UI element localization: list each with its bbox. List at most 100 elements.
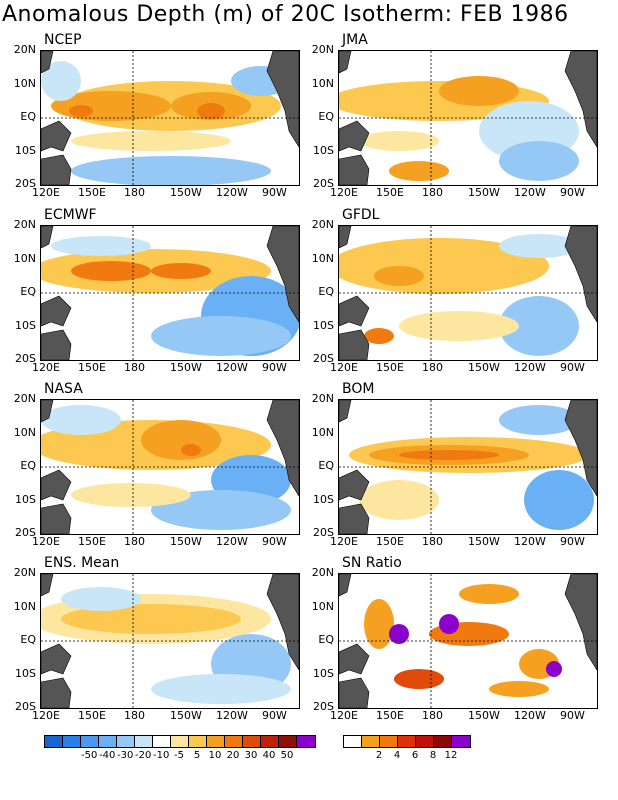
land-asia (41, 400, 54, 423)
map-panel-bom (338, 399, 598, 535)
color-swatch (243, 736, 261, 747)
snr-label: 8 (429, 750, 437, 761)
lat-label: 20S (313, 352, 334, 365)
lat-label: EQ (20, 633, 36, 646)
map-panel-gfdl (338, 225, 598, 361)
lat-label: 20N (13, 218, 36, 231)
land-new-guinea (339, 469, 370, 501)
anomaly-swatches (44, 735, 316, 748)
lat-label: 20N (311, 392, 334, 405)
panel-title-gfdl: GFDL (342, 207, 380, 223)
lat-label: 20N (13, 43, 36, 56)
lon-label: 90W (560, 186, 585, 199)
map-panel-nasa (40, 399, 300, 535)
lon-label: 150W (170, 361, 202, 374)
land-australia (41, 329, 72, 360)
panel-title-ecmwf: ECMWF (44, 207, 97, 223)
snr-label: 12 (444, 750, 458, 761)
lon-label: 150W (170, 535, 202, 548)
lon-label: 120E (32, 535, 60, 548)
anomaly-label: 5 (193, 750, 201, 761)
lat-label: 10N (13, 425, 36, 439)
map-field (339, 51, 597, 185)
color-swatch (45, 736, 63, 747)
lon-label: 120E (32, 361, 60, 374)
color-swatch (452, 736, 470, 747)
lat-label: EQ (20, 285, 36, 298)
land-new-guinea (41, 295, 72, 327)
lon-label: 150E (376, 535, 404, 548)
lon-label: 180 (124, 535, 145, 548)
lat-label: 10S (15, 492, 36, 506)
land-americas (564, 574, 597, 671)
page-title: Anomalous Depth (m) of 20C Isotherm: FEB… (2, 2, 569, 27)
lat-label: 20S (15, 352, 36, 365)
land-new-guinea (41, 120, 72, 152)
color-swatch (261, 736, 279, 747)
land-australia (339, 503, 370, 534)
land-new-guinea (339, 643, 370, 675)
lon-label: 90W (560, 361, 585, 374)
land-new-guinea (41, 643, 72, 675)
lon-label: 180 (422, 535, 443, 548)
land-new-guinea (41, 469, 72, 501)
color-swatch (189, 736, 207, 747)
lon-label: 90W (560, 535, 585, 548)
lat-label: 20S (15, 526, 36, 539)
color-swatch (380, 736, 398, 747)
lat-label: EQ (318, 285, 334, 298)
anomaly-label: 20 (226, 750, 240, 761)
map-field (339, 574, 597, 708)
map-panel-ens-mean (40, 573, 300, 709)
lon-label: 120W (514, 535, 546, 548)
map-panel-ncep (40, 50, 300, 186)
land-new-guinea (339, 120, 370, 152)
panel-title-nasa: NASA (44, 381, 83, 397)
color-swatch (171, 736, 189, 747)
lat-label: EQ (20, 459, 36, 472)
lon-label: 120E (32, 709, 60, 722)
lat-label: 10S (313, 143, 334, 157)
anomaly-label: -5 (174, 750, 184, 761)
land-australia (41, 677, 72, 708)
lat-label: 20S (313, 526, 334, 539)
lon-label: 120E (330, 535, 358, 548)
lon-label: 120W (216, 186, 248, 199)
lon-label: 150E (376, 709, 404, 722)
lon-label: 120W (514, 186, 546, 199)
lat-label: 20S (15, 700, 36, 713)
anomaly-label: -30 (117, 750, 134, 761)
lon-label: 90W (560, 709, 585, 722)
map-panel-jma (338, 50, 598, 186)
lat-label: 10N (311, 425, 334, 439)
anomaly-label: 40 (262, 750, 276, 761)
lon-label: 150E (376, 361, 404, 374)
lat-label: 10N (13, 76, 36, 90)
anomaly-label: 10 (208, 750, 222, 761)
color-swatch (135, 736, 153, 747)
lat-label: 20N (13, 566, 36, 579)
lon-label: 180 (124, 361, 145, 374)
land-asia (41, 574, 54, 597)
map-field (41, 51, 299, 185)
lat-label: 10N (311, 76, 334, 90)
snr-label: 4 (393, 750, 401, 761)
lon-label: 120W (216, 709, 248, 722)
land-asia (41, 51, 54, 74)
color-swatch (434, 736, 452, 747)
lon-label: 150E (376, 186, 404, 199)
color-swatch (279, 736, 297, 747)
lat-label: 20S (313, 700, 334, 713)
snr-label: 6 (411, 750, 419, 761)
lat-label: 10N (13, 599, 36, 613)
snr-label: 2 (375, 750, 383, 761)
land-australia (339, 677, 370, 708)
lat-label: 10N (311, 599, 334, 613)
lon-label: 180 (422, 186, 443, 199)
lat-label: 20N (311, 43, 334, 56)
color-swatch (99, 736, 117, 747)
panel-title-bom: BOM (342, 381, 375, 397)
lon-label: 150E (78, 361, 106, 374)
land-new-guinea (339, 295, 370, 327)
lat-label: 20S (313, 177, 334, 190)
